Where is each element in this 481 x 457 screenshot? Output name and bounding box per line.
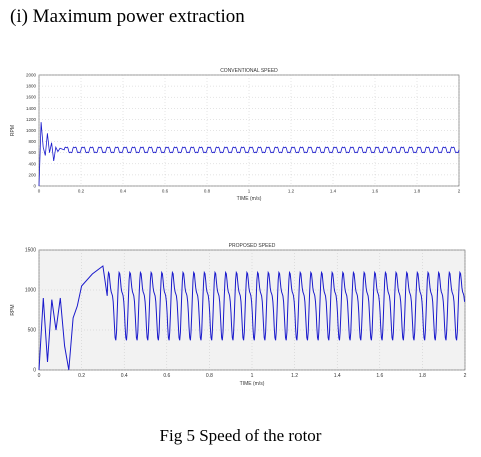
y-tick-label: 1400 [26, 106, 37, 111]
x-tick-label: 1 [248, 189, 251, 194]
y-tick-label: 600 [28, 150, 36, 155]
x-tick-label: 2 [458, 189, 461, 194]
y-tick-label: 500 [28, 328, 37, 334]
x-tick-label: 0.6 [163, 373, 170, 379]
x-tick-label: 1 [251, 373, 254, 379]
section-heading: (i) Maximum power extraction [10, 6, 245, 27]
y-tick-label: 1200 [26, 117, 37, 122]
speed-series-line [38, 122, 460, 187]
figure-caption: Fig 5 Speed of the rotor [159, 426, 322, 445]
y-tick-label: 1000 [26, 128, 37, 133]
y-tick-label: 1600 [26, 95, 37, 100]
y-tick-label: 1800 [26, 84, 37, 89]
x-tick-label: 1.4 [334, 373, 341, 379]
x-axis-label: TIME (m/s) [237, 196, 262, 202]
x-tick-label: 1.4 [330, 189, 337, 194]
x-tick-label: 0.2 [78, 189, 85, 194]
x-tick-label: 0.4 [120, 189, 127, 194]
conventional-speed-chart: 0 0.2 0.4 0.6 0.8 1 1.2 1.4 1.6 1.8 2 0 200 400 600 800… [10, 68, 461, 202]
y-tick-label: 400 [28, 161, 36, 166]
x-tick-label: 0.6 [162, 189, 169, 194]
y-tick-label: 1000 [25, 288, 36, 294]
y-tick-label: 0 [33, 184, 36, 189]
x-tick-label: 0.4 [121, 373, 128, 379]
x-tick-label: 1.8 [414, 189, 421, 194]
chart-title: CONVENTIONAL SPEED [220, 68, 278, 74]
x-tick-label: 0 [38, 189, 41, 194]
x-axis-label: TIME (m/s) [240, 381, 265, 387]
x-tick-label: 2 [464, 373, 467, 379]
x-tick-label: 0 [38, 373, 41, 379]
chart-title: PROPOSED SPEED [229, 243, 276, 249]
x-tick-label: 1.8 [419, 373, 426, 379]
x-tick-label: 1.6 [376, 373, 383, 379]
y-axis-label: RPM [10, 125, 16, 136]
x-tick-label: 0.8 [204, 189, 211, 194]
x-tick-label: 1.2 [288, 189, 295, 194]
x-tick-label: 0.2 [78, 373, 85, 379]
x-tick-label: 1.2 [291, 373, 298, 379]
y-tick-label: 2000 [26, 73, 37, 78]
proposed-speed-chart: 0 0.2 0.4 0.6 0.8 1 1.2 1.4 1.6 1.8 2 0 500 1000 1500 P… [10, 243, 467, 387]
y-tick-label: 0 [33, 368, 36, 374]
speed-series-line [38, 265, 466, 371]
y-tick-label: 800 [28, 139, 36, 144]
x-tick-label: 0.8 [206, 373, 213, 379]
y-axis-label: RPM [10, 304, 16, 315]
x-tick-label: 1.6 [372, 189, 379, 194]
y-tick-label: 1500 [25, 248, 36, 254]
y-tick-label: 200 [28, 172, 36, 177]
